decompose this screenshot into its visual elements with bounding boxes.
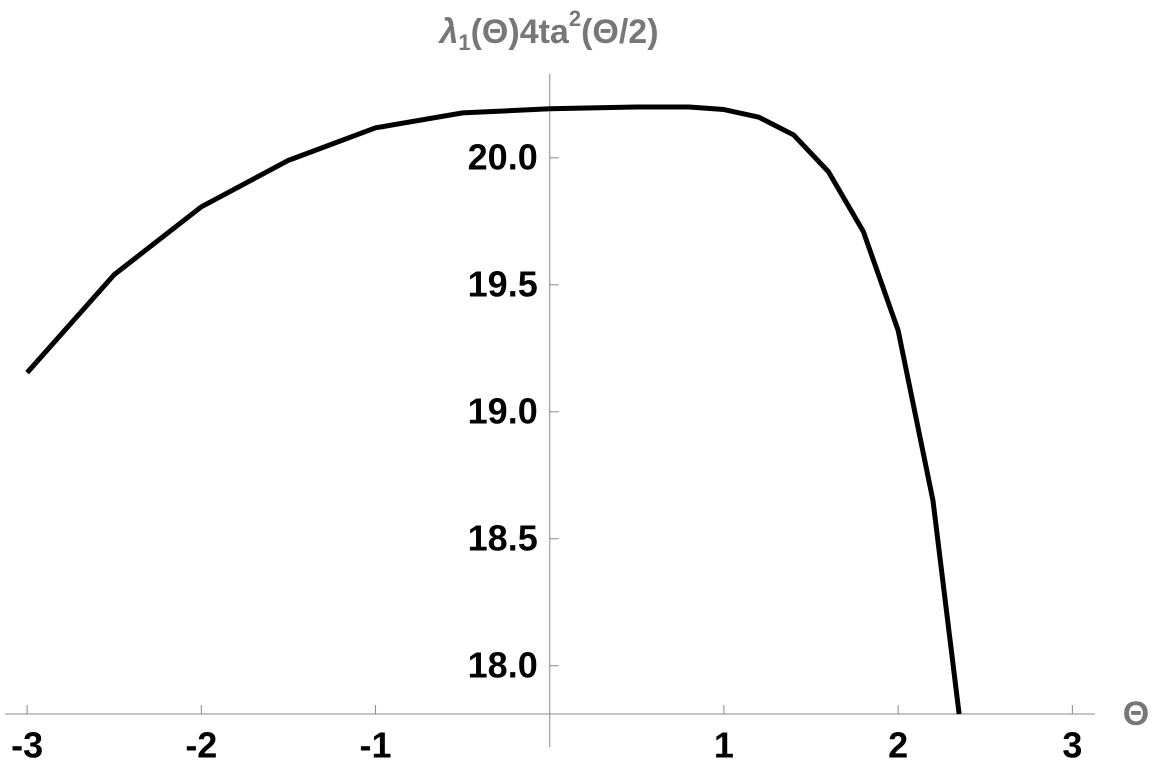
x-tick-label: -3 [11,725,43,766]
title-part: (Θ)4ta [471,13,570,51]
x-tick-label: -2 [185,725,217,766]
y-tick-label: 18.0 [468,644,538,685]
x-tick-label: 2 [888,725,908,766]
title-part: 1 [458,30,470,55]
x-tick-label: -1 [360,725,392,766]
title-part: 2 [569,6,581,31]
y-tick-label: 18.5 [468,517,538,558]
title-part: λ [437,13,458,51]
y-tick-label: 20.0 [468,136,538,177]
x-tick-label: 3 [1062,725,1082,766]
x-tick-label: 1 [714,725,734,766]
y-tick-label: 19.5 [468,263,538,304]
line [25,104,962,715]
x-axis-label: Θ [1123,695,1149,733]
title-part: (Θ/2) [581,13,658,51]
chart-title: λ1(Θ)4ta2(Θ/2) [437,6,658,55]
y-tick-label: 19.0 [468,390,538,431]
